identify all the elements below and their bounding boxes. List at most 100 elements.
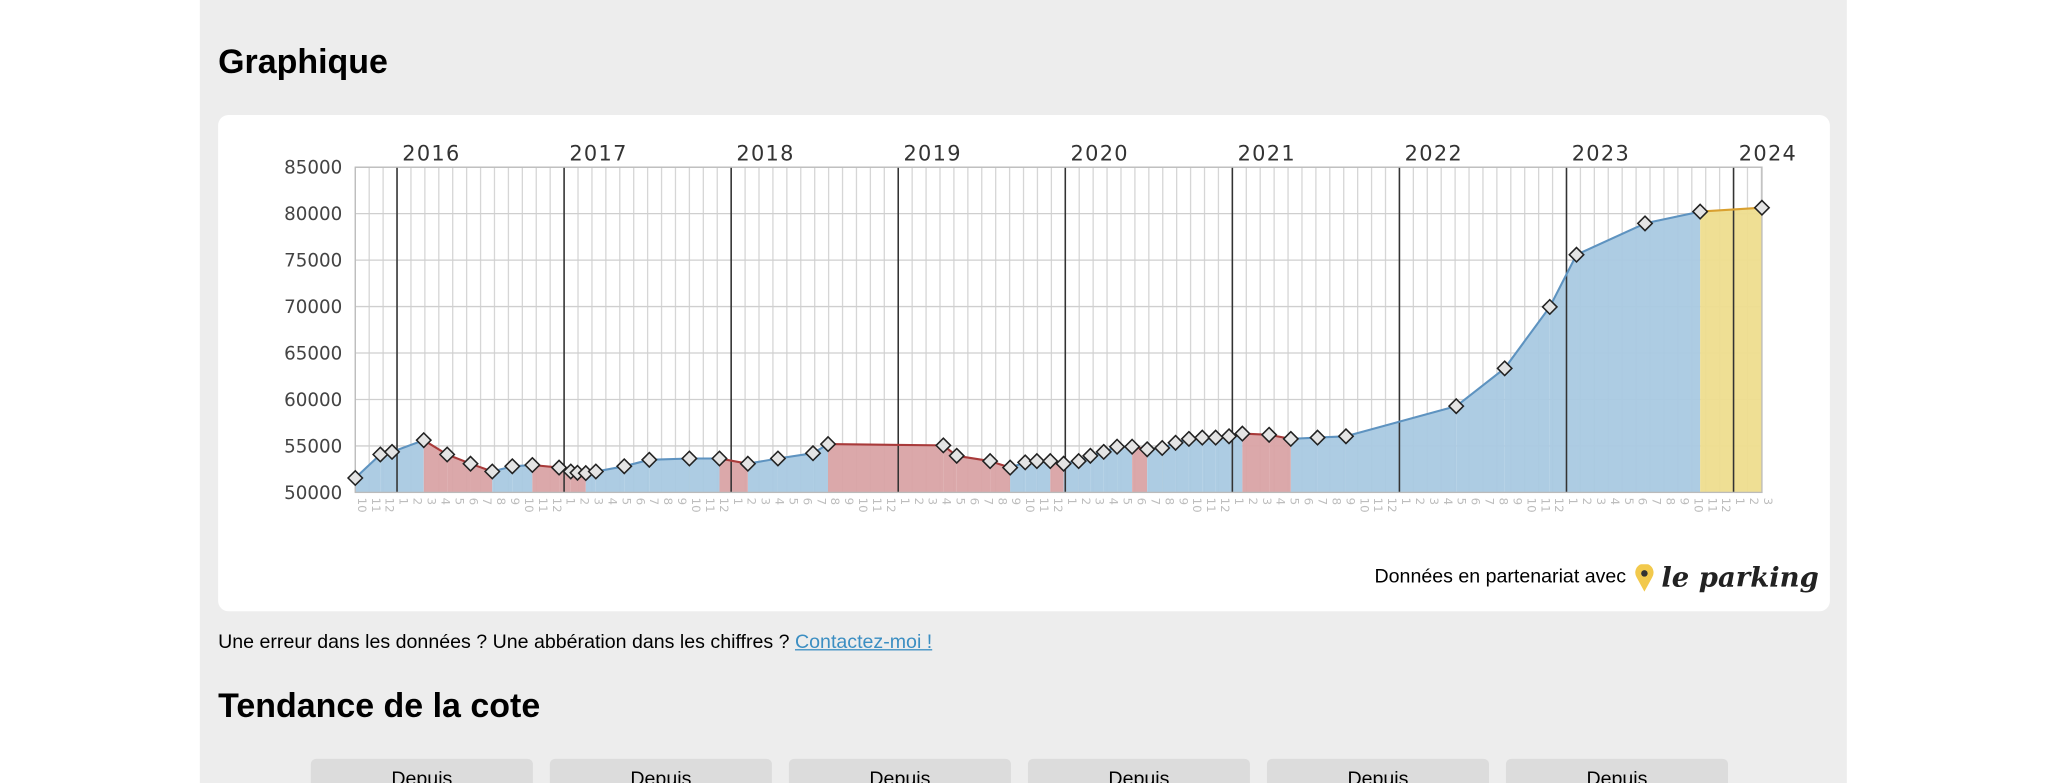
point-marker (1108, 438, 1126, 455)
month-tick-label: 6 (1469, 498, 1483, 505)
month-tick-label: 11 (703, 498, 717, 513)
point-marker (1180, 430, 1198, 448)
point-marker (1207, 429, 1224, 446)
line-segment (1700, 206, 1763, 213)
point-marker (711, 450, 728, 467)
point-marker (1041, 452, 1059, 470)
point-marker (1095, 443, 1113, 461)
month-tick-label: 10 (1190, 498, 1204, 513)
month-tick-label: 10 (1691, 498, 1705, 513)
month-tick-label: 3 (1761, 498, 1775, 505)
line-segment (1345, 405, 1457, 438)
trend-button[interactable]: Depuis (1266, 758, 1489, 783)
point-marker (1282, 430, 1300, 448)
month-tick-label: 1 (1399, 498, 1413, 505)
area-segment (1549, 254, 1577, 493)
source-text: Données en partenariat avec (1374, 565, 1627, 588)
trend-button[interactable]: Depuis (549, 758, 772, 783)
month-tick-label: 11 (870, 498, 884, 513)
point-marker (1138, 441, 1156, 458)
year-label: 2023 (1572, 142, 1630, 166)
month-tick-label: 8 (661, 498, 675, 505)
trend-button[interactable]: Depuis (1505, 758, 1728, 783)
year-label: 2021 (1238, 142, 1296, 166)
line-segment (828, 443, 944, 447)
area-segment (1103, 446, 1118, 493)
month-tick-label: 4 (1441, 498, 1455, 505)
month-tick-label: 9 (842, 498, 856, 505)
month-tick-label: 10 (1357, 498, 1371, 513)
point-marker (462, 455, 479, 472)
point-marker (615, 458, 633, 475)
area-segment (532, 464, 560, 493)
month-tick-label: 6 (633, 498, 647, 505)
line-segment (1503, 306, 1551, 369)
area-segment (1345, 406, 1457, 493)
month-tick-label: 9 (1009, 498, 1023, 505)
month-tick-label: 5 (786, 498, 800, 505)
month-tick-label: 11 (1204, 498, 1218, 513)
point-marker (981, 452, 999, 470)
y-tick-label: 80000 (284, 204, 342, 225)
month-tick-label: 9 (675, 498, 689, 505)
area-segment (1147, 447, 1163, 493)
point-marker (641, 451, 658, 469)
area-segment (1242, 433, 1270, 493)
month-tick-label: 5 (1121, 498, 1135, 505)
month-tick-label: 2 (1580, 498, 1594, 505)
month-tick-label: 3 (1260, 498, 1274, 505)
month-tick-label: 9 (508, 498, 522, 505)
y-tick-label: 60000 (284, 390, 342, 411)
area-segment (1215, 436, 1230, 493)
month-tick-label: 4 (773, 498, 787, 505)
trend-button[interactable]: Depuis (788, 758, 1011, 783)
month-tick-label: 1 (564, 498, 578, 505)
area-segment (1175, 438, 1189, 493)
point-marker (1568, 246, 1585, 264)
area-segment (380, 451, 393, 493)
month-tick-label: 1 (1566, 498, 1580, 505)
month-tick-label: 4 (605, 498, 619, 505)
year-label: 2017 (569, 142, 627, 166)
brand-logo: le parking (1661, 560, 1819, 593)
y-tick-label: 55000 (284, 436, 342, 457)
month-tick-label: 3 (759, 498, 773, 505)
point-marker (948, 447, 965, 465)
month-tick-label: 10 (1023, 498, 1037, 513)
area-segment (1132, 446, 1148, 493)
trend-button[interactable]: Depuis (1027, 758, 1250, 783)
month-tick-label: 2 (578, 498, 592, 505)
month-tick-label: 11 (1705, 498, 1719, 513)
year-label: 2020 (1071, 142, 1129, 166)
area-segment (649, 458, 690, 493)
month-tick-label: 5 (954, 498, 968, 505)
area-segment (689, 458, 720, 493)
section-heading: Graphique (218, 41, 388, 81)
month-tick-label: 6 (1135, 498, 1149, 505)
month-tick-label: 11 (1371, 498, 1385, 513)
month-tick-label: 8 (1162, 498, 1176, 505)
point-marker (1636, 215, 1654, 232)
line-segment (1644, 210, 1701, 225)
point-marker (383, 443, 401, 461)
month-tick-label: 5 (1288, 498, 1302, 505)
month-tick-label: 3 (1594, 498, 1608, 505)
point-marker (1496, 360, 1513, 377)
month-tick-label: 3 (926, 498, 940, 505)
month-tick-label: 7 (1148, 498, 1162, 505)
year-label: 2019 (903, 142, 961, 166)
month-tick-label: 7 (480, 498, 494, 505)
month-tick-label: 8 (1496, 498, 1510, 505)
contact-link[interactable]: Contactez-moi ! (794, 630, 933, 654)
month-tick-label: 3 (592, 498, 606, 505)
area-segment (1700, 207, 1762, 493)
point-marker (1220, 427, 1238, 445)
month-tick-label: 12 (550, 498, 564, 513)
area-segment (1117, 446, 1133, 493)
month-tick-label: 4 (1107, 498, 1121, 505)
month-tick-label: 7 (647, 498, 661, 505)
area-segment (1025, 461, 1037, 493)
trend-button[interactable]: Depuis (310, 758, 533, 783)
point-marker (1753, 199, 1771, 216)
